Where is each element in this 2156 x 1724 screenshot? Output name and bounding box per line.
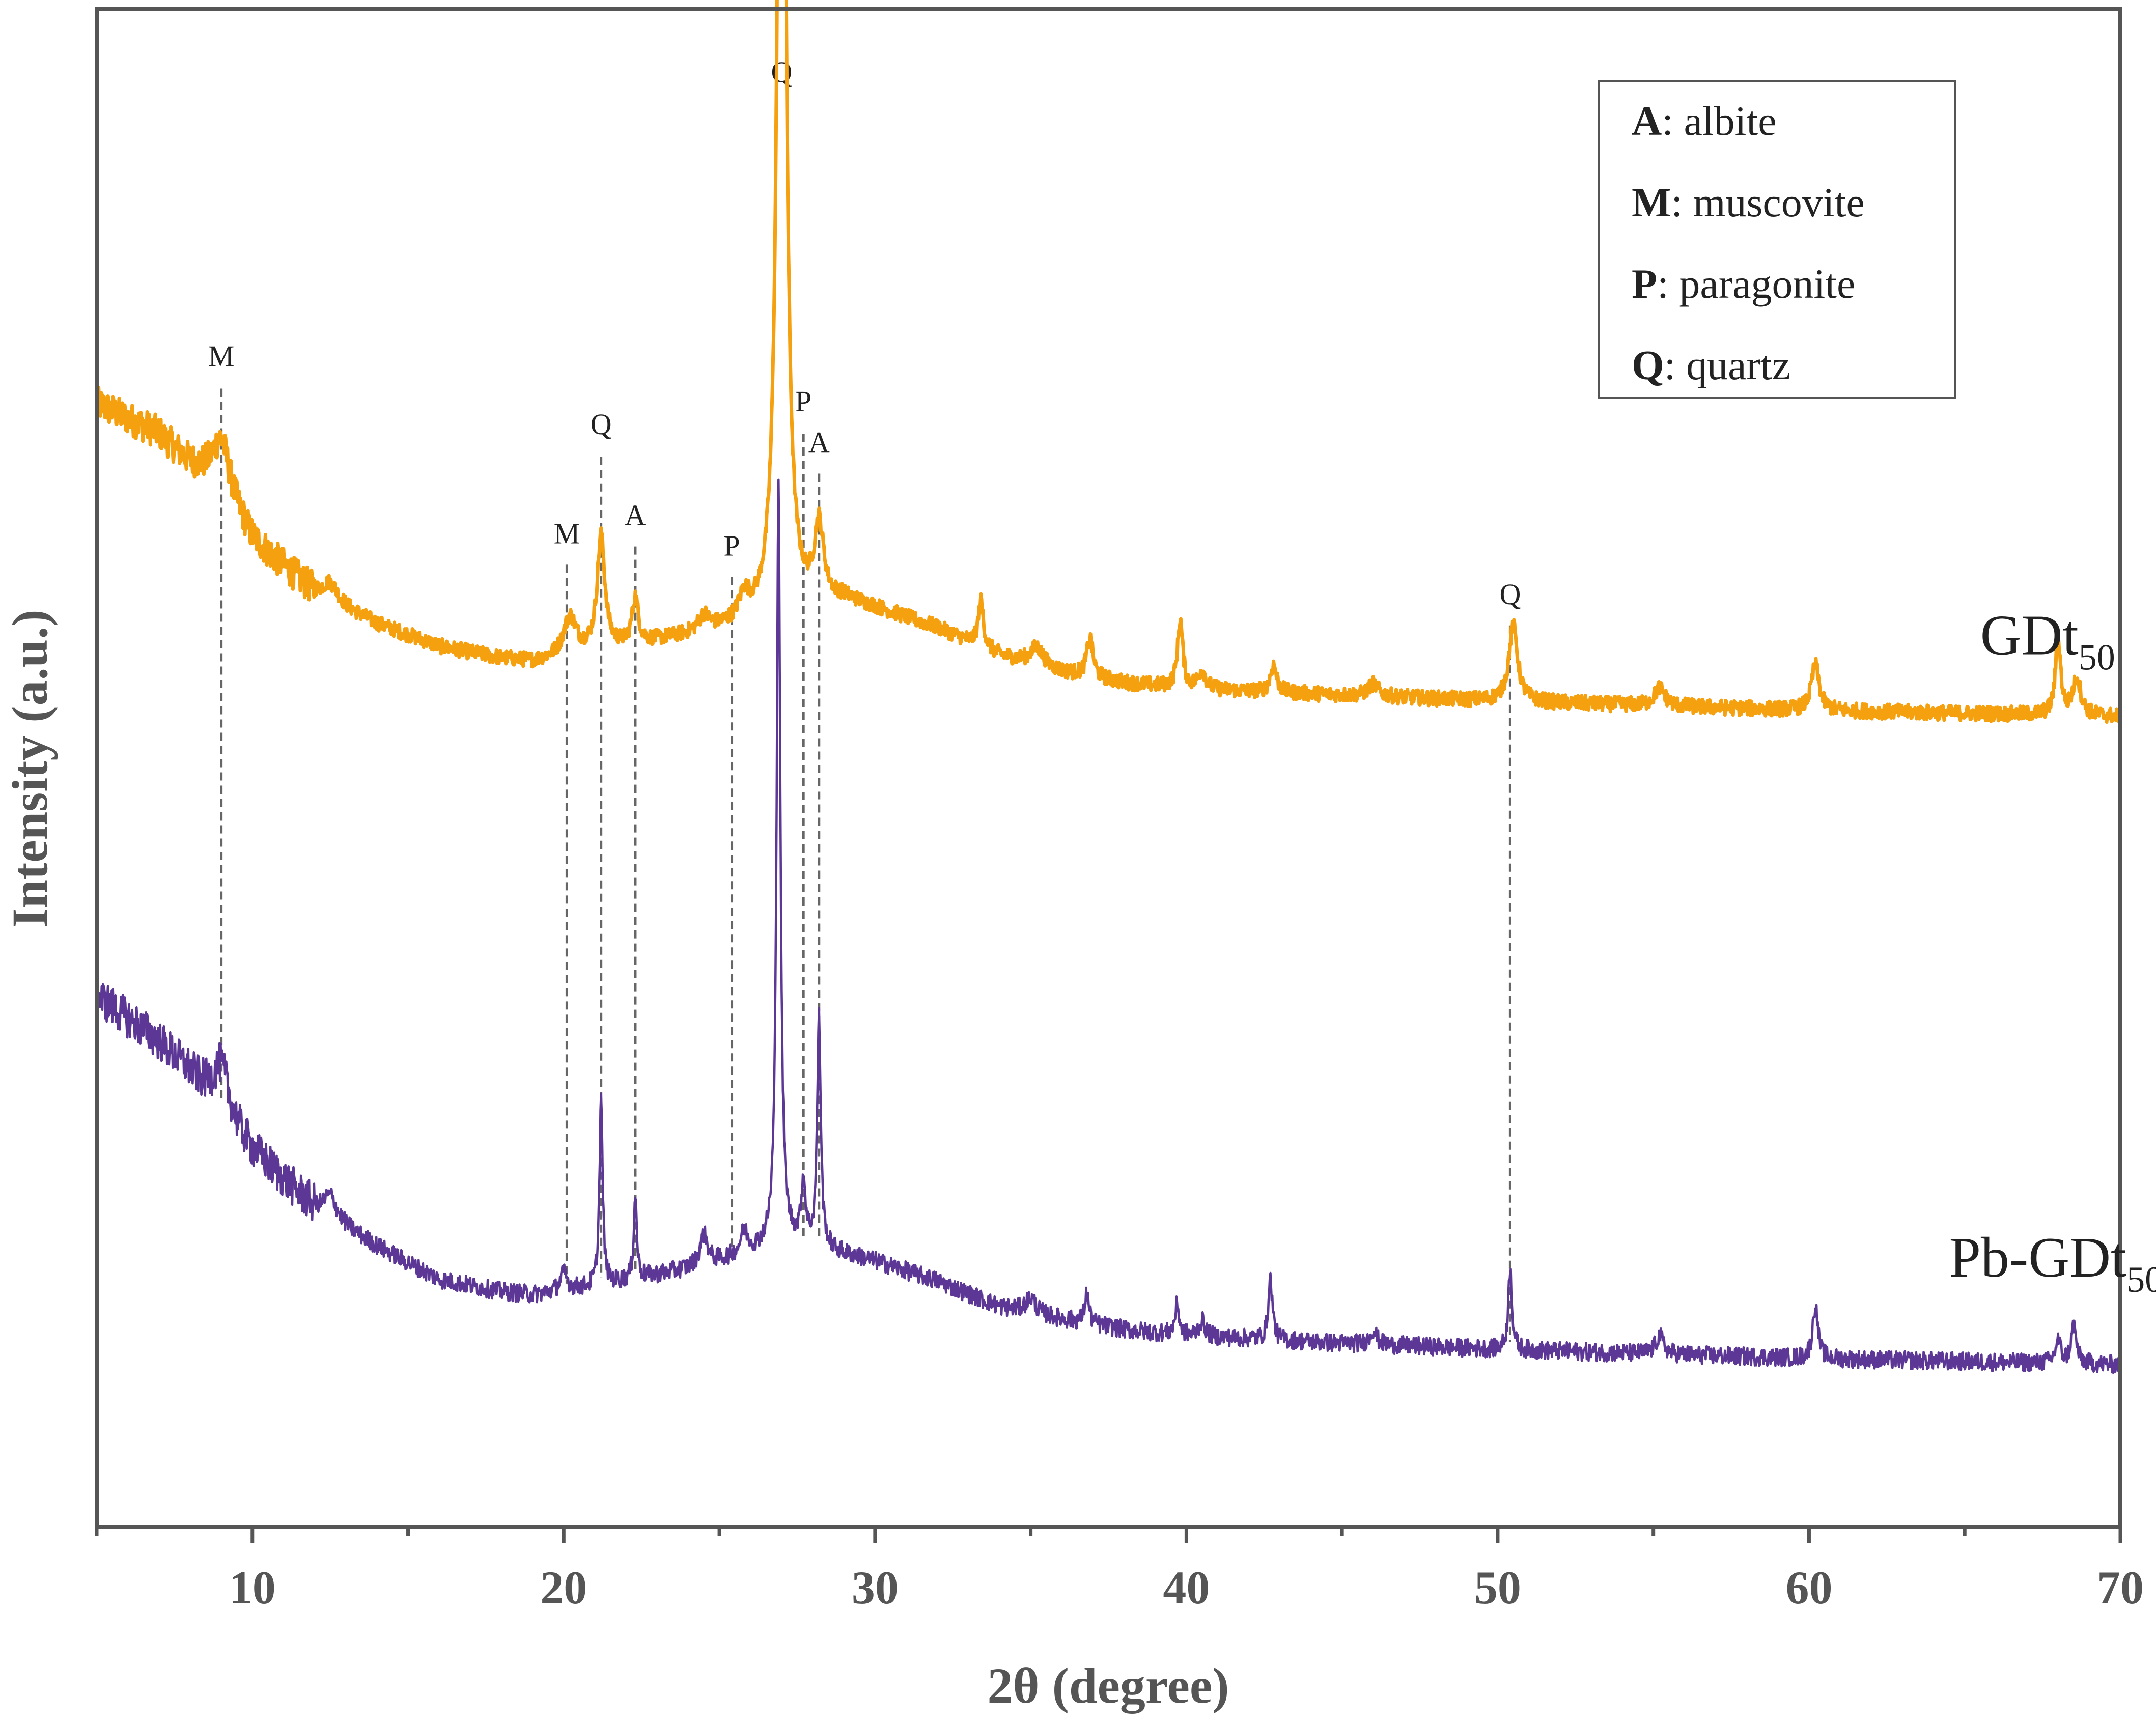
peak-label: M bbox=[554, 517, 580, 550]
legend-entry: M: muscovite bbox=[1632, 179, 1865, 225]
y-axis-title: Intensity (a.u.) bbox=[2, 609, 58, 927]
x-tick-label: 20 bbox=[540, 1562, 587, 1614]
peak-label: A bbox=[808, 426, 830, 459]
legend-key: P bbox=[1632, 261, 1657, 307]
series-label-subscript: 50 bbox=[2126, 1259, 2156, 1300]
series-label: GDt50 bbox=[1980, 604, 2115, 677]
series-label-main: GDt bbox=[1980, 604, 2079, 667]
axes-layer: 10 20 30 40 50 60 70 2θ (degree) Intensity (a.… bbox=[2, 7, 2144, 1714]
peak-label: Q bbox=[771, 55, 792, 89]
series-line-pb-gdt50 bbox=[95, 478, 2122, 1374]
peak-label: Q bbox=[591, 408, 612, 441]
x-tick-label: 30 bbox=[852, 1562, 899, 1614]
plot-frame bbox=[95, 7, 2122, 1529]
legend-key: A bbox=[1632, 98, 1662, 144]
series-label: Pb-GDt50 bbox=[1949, 1226, 2156, 1300]
series-line-gdt50 bbox=[95, 0, 2122, 724]
x-tick-label: 70 bbox=[2097, 1562, 2144, 1614]
legend-entries: A: albite M: muscovite P: paragonite Q: qua… bbox=[1632, 98, 1865, 388]
x-axis-ticks: 10 20 30 40 50 60 70 bbox=[95, 1527, 2144, 1614]
legend-entry: Q: quartz bbox=[1632, 342, 1790, 388]
x-tick-label: 60 bbox=[1785, 1562, 1832, 1614]
peak-label: M bbox=[208, 340, 235, 373]
x-tick-label: 50 bbox=[1474, 1562, 1521, 1614]
legend-entry: P: paragonite bbox=[1632, 261, 1855, 307]
legend-description: : paragonite bbox=[1657, 261, 1855, 307]
legend-entry: A: albite bbox=[1632, 98, 1777, 144]
peak-label: A bbox=[625, 499, 646, 532]
legend-key: M bbox=[1632, 179, 1671, 225]
legend-description: : albite bbox=[1662, 98, 1776, 144]
legend-description: : muscovite bbox=[1671, 179, 1864, 225]
peak-label: P bbox=[723, 529, 740, 562]
series-label-main: Pb-GDt bbox=[1949, 1226, 2126, 1289]
legend: A: albite M: muscovite P: paragonite Q: qua… bbox=[1598, 80, 1956, 399]
legend-key: Q bbox=[1632, 342, 1664, 388]
peak-label: Q bbox=[1499, 578, 1521, 611]
series-layer bbox=[95, 0, 2122, 1374]
legend-box bbox=[1598, 80, 1956, 399]
series-label-subscript: 50 bbox=[2079, 637, 2115, 677]
peak-label: P bbox=[795, 385, 811, 418]
legend-description: : quartz bbox=[1664, 342, 1790, 388]
x-axis-title: 2θ (degree) bbox=[987, 1657, 1229, 1714]
x-tick-label: 40 bbox=[1163, 1562, 1210, 1614]
x-tick-label: 10 bbox=[229, 1562, 276, 1614]
